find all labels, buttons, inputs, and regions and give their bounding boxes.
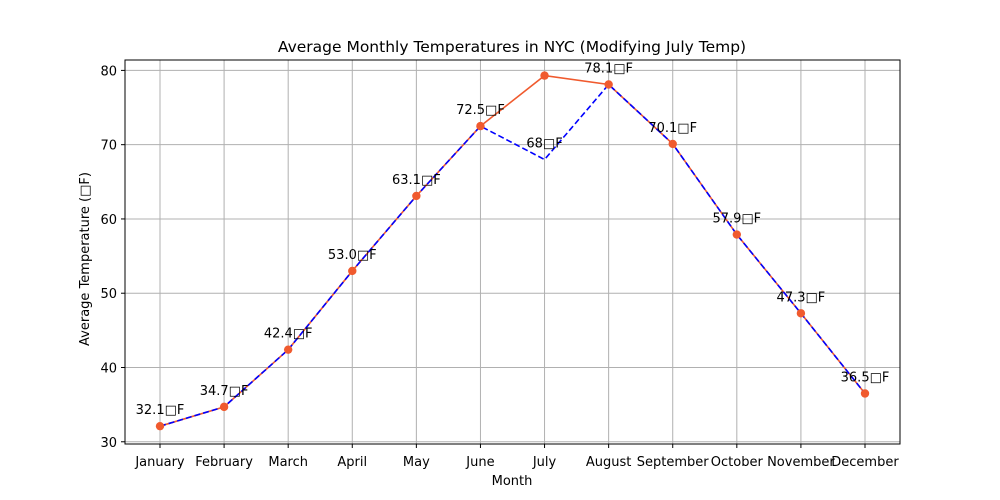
x-tick-label: February <box>195 455 253 470</box>
y-tick-label: 60 <box>100 213 117 228</box>
series-layer <box>159 74 866 427</box>
x-tick-label: May <box>403 455 430 470</box>
x-tick-label: July <box>532 455 557 470</box>
plot-frame <box>124 59 901 445</box>
data-label: 53.0□F <box>328 248 377 263</box>
x-tick-label: January <box>134 455 185 470</box>
x-tick-label: August <box>586 455 632 470</box>
data-point-marker <box>668 139 677 149</box>
y-tick-label: 40 <box>100 361 117 376</box>
data-point-marker <box>540 71 549 80</box>
data-point-marker <box>412 191 421 201</box>
x-tick-label: March <box>268 455 308 470</box>
data-point-marker <box>860 389 870 398</box>
x-tick-label: June <box>465 455 494 470</box>
y-tick-label: 30 <box>100 436 117 451</box>
data-point-marker <box>283 345 293 354</box>
marker-layer <box>155 71 870 431</box>
data-label: 32.1□F <box>136 403 185 418</box>
data-point-marker <box>732 230 742 239</box>
series-line-1 <box>159 74 866 427</box>
series-line-2 <box>159 83 866 427</box>
data-label: 78.1□F <box>584 62 633 77</box>
y-tick-label: 80 <box>100 64 117 79</box>
y-axis-label: Average Temperature (□F) <box>78 172 93 346</box>
data-point-marker <box>796 309 806 318</box>
x-tick-label: December <box>831 455 899 470</box>
data-label: 63.1□F <box>392 173 441 188</box>
data-label: 72.5□F <box>456 103 505 118</box>
data-label: 68□F <box>526 137 562 152</box>
axes: January February March April May June July Augu… <box>100 59 901 470</box>
x-tick-label: November <box>767 455 835 470</box>
annotation-layer: 32.1□F 34.7□F 42.4□F 53.0□F 63.1□F 72.5□F 68□F… <box>136 62 890 419</box>
data-label: 42.4□F <box>264 327 313 342</box>
x-tick-label: April <box>337 455 367 470</box>
data-label: 47.3□F <box>777 290 826 305</box>
data-label: 70.1□F <box>648 121 697 136</box>
x-tick-label: September <box>637 455 710 470</box>
x-axis-label: Month <box>492 474 533 489</box>
chart-title: Average Monthly Temperatures in NYC (Mod… <box>278 38 746 56</box>
data-point-marker <box>155 421 165 431</box>
data-point-marker <box>219 402 229 412</box>
data-label: 36.5□F <box>841 370 890 385</box>
data-point-marker <box>476 121 485 131</box>
y-tick-label: 70 <box>100 139 117 154</box>
data-label: 57.9□F <box>712 212 761 227</box>
data-point-marker <box>604 80 613 89</box>
y-tick-label: 50 <box>100 287 117 302</box>
x-tick-label: October <box>711 455 764 470</box>
data-label: 34.7□F <box>200 384 249 399</box>
data-point-marker <box>348 266 357 276</box>
